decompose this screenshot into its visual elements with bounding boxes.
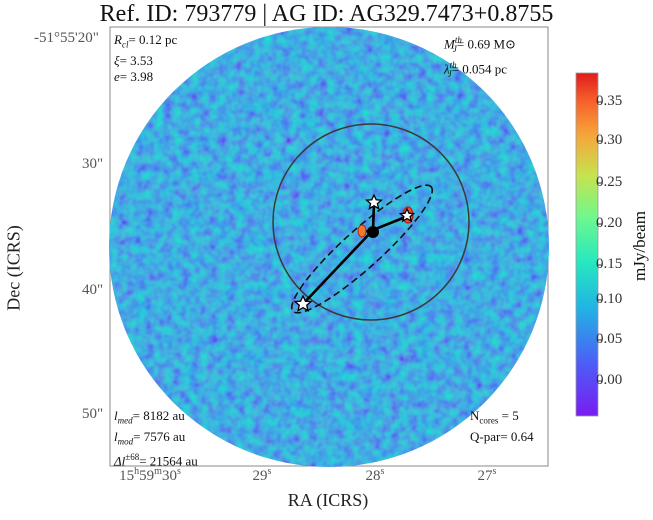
ncores-value: Ncores = 5: [470, 408, 519, 426]
core-stars: [293, 193, 416, 312]
figure-title: Ref. ID: 793779 | AG ID: AG329.7473+0.87…: [99, 1, 554, 27]
annotation-bottom-right: Ncores = 5 Q-par= 0.64: [470, 408, 534, 445]
colorbar-ticks: [598, 101, 602, 382]
e-value: e= 3.98: [114, 68, 154, 84]
annotation-top-left: Rcl= 0.12 pc ξ= 3.53 e= 3.98: [114, 32, 177, 85]
field-circle: [272, 123, 470, 321]
centroid-marker: [367, 226, 379, 238]
qpar-value: Q-par= 0.64: [470, 428, 534, 444]
fit-ellipse: [290, 184, 434, 314]
dec-tick-label: -51°55'20": [34, 30, 99, 46]
colorbar-title: mJy/beam: [630, 211, 649, 281]
x-axis-label: RA (ICRS): [287, 490, 369, 510]
dec-tick-label: 50": [82, 406, 104, 422]
jeans-mass-value: MthJ= 0.69 M⊙: [444, 35, 516, 54]
colorbar-tick-label: 0.25: [596, 174, 623, 190]
dec-tick-label: 30": [82, 156, 104, 172]
colorbar-tick-label: 0.00: [596, 372, 623, 388]
lmod-value: lmod= 7576 au: [114, 428, 186, 447]
colorbar-tick-label: 0.20: [596, 215, 623, 231]
ra-tick-label: 27s: [477, 466, 497, 484]
annotation-bottom-left: lmed= 8182 au lmod= 7576 au Δl±68= 21564…: [114, 408, 198, 470]
ra-tick-label: 29s: [252, 466, 272, 484]
ra-tick-label: 28s: [365, 466, 385, 484]
lmed-value: lmed= 8182 au: [114, 408, 185, 426]
rcl-value: Rcl= 0.12 pc: [114, 32, 178, 50]
colorbar-tick-label: 0.35: [596, 93, 623, 109]
colorbar-tick-label: 0.10: [596, 291, 623, 307]
colorbar-tick-label: 0.05: [596, 331, 623, 347]
colorbar-tick-label: 0.30: [596, 132, 623, 148]
ra-tick-label: 15h59m30s: [119, 466, 181, 484]
xi-value: ξ= 3.53: [114, 52, 153, 68]
annotation-top-right: MthJ= 0.69 M⊙ λthJ= 0.054 pc: [444, 32, 516, 82]
colorbar-tick-label: 0.15: [596, 256, 623, 272]
dec-tick-label: 40": [82, 282, 104, 298]
delta-l-value: Δl±68= 21564 au: [114, 452, 198, 469]
emission-disk: [109, 27, 549, 467]
jeans-length-value: λthJ= 0.054 pc: [444, 59, 508, 79]
colorbar: [575, 72, 599, 417]
